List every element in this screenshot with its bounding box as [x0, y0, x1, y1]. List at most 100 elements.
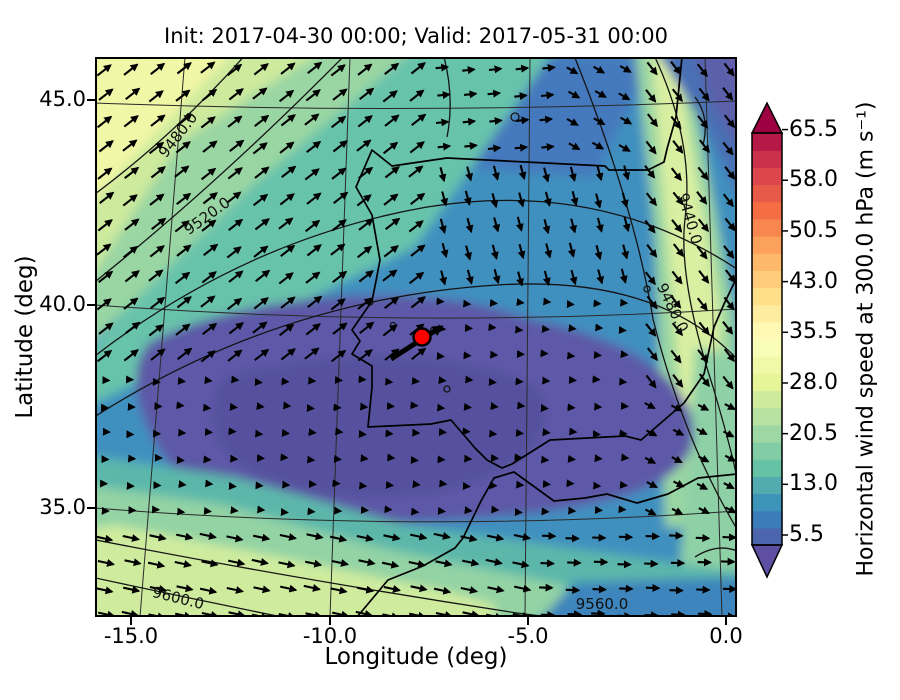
wind-arrow: [570, 190, 579, 207]
wind-arrow: [514, 92, 528, 101]
wind-arrow: [410, 244, 426, 257]
wind-arrow: [696, 245, 708, 260]
wind-arrow: [592, 65, 606, 74]
wind-arrow: [542, 270, 551, 286]
wind-arrow: [359, 87, 375, 101]
y-tick-label: 45.0: [39, 87, 86, 111]
wind-arrow: [251, 558, 269, 566]
colorbar-segment: [752, 253, 782, 271]
wind-arrow: [594, 193, 602, 209]
x-tick-label: 0.0: [709, 624, 743, 648]
wind-arrow: [122, 534, 140, 542]
wind-arrow: [543, 191, 552, 207]
wind-arrow: [461, 558, 480, 567]
wind-arrow: [542, 64, 556, 72]
wind-arrow: [306, 140, 322, 154]
wind-arrow: [332, 322, 348, 335]
wind-arrow: [174, 220, 190, 233]
wind-arrow: [332, 88, 348, 101]
wind-arrow: [307, 61, 323, 75]
wind-arrow: [670, 349, 682, 364]
wind-arrow: [382, 141, 399, 155]
wind-arrow: [698, 455, 710, 463]
wind-arrow: [540, 91, 555, 100]
wind-arrow: [408, 165, 424, 178]
x-axis-label: Longitude (deg): [324, 644, 508, 670]
wind-arrow: [199, 532, 217, 540]
wind-arrow: [438, 167, 447, 183]
wind-arrow: [723, 114, 735, 129]
wind-arrow: [383, 245, 399, 258]
colorbar-segment: [752, 493, 782, 512]
wind-arrow: [382, 269, 398, 282]
wind-arrow: [383, 193, 399, 206]
wind-arrow: [98, 88, 114, 101]
colorbar-extend-under-arrow: [750, 544, 784, 579]
wind-arrow: [98, 270, 114, 284]
wind-arrow: [201, 559, 219, 568]
wind-arrow: [147, 560, 166, 569]
x-tick-label: -5.0: [507, 624, 549, 648]
wind-arrow: [280, 62, 296, 75]
wind-arrow: [121, 610, 139, 617]
wind-arrow: [646, 113, 658, 128]
wind-arrow: [303, 584, 321, 592]
wind-arrow: [253, 63, 269, 76]
wind-arrow: [359, 321, 375, 335]
wind-arrow: [591, 141, 605, 150]
wind-arrow: [723, 481, 735, 490]
wind-arrow: [305, 271, 321, 284]
axes-frame: [95, 57, 737, 617]
wind-arrow: [99, 191, 115, 205]
wind-arrow: [410, 584, 428, 593]
wind-arrow: [330, 115, 347, 129]
wind-arrow: [382, 90, 398, 103]
wind-arrow: [226, 297, 243, 311]
wind-arrow: [698, 87, 710, 102]
wind-arrow: [645, 192, 657, 207]
wind-arrow: [226, 534, 244, 543]
wind-arrow: [148, 141, 165, 155]
wind-arrow: [437, 142, 452, 151]
wind-arrow: [462, 66, 476, 75]
wind-arrow: [670, 61, 682, 75]
wind-arrow: [695, 534, 711, 543]
wind-arrow: [596, 269, 605, 285]
wind-arrow: [202, 88, 218, 102]
wind-arrow: [174, 271, 191, 285]
wind-arrow: [517, 243, 526, 260]
wind-arrow: [619, 584, 634, 593]
wind-arrow: [724, 269, 736, 284]
colorbar-segment: [752, 407, 782, 426]
colorbar-segment: [752, 476, 782, 495]
wind-arrow: [724, 166, 736, 180]
colorbar-tick-label: 50.5: [789, 217, 838, 243]
wind-arrow: [671, 507, 684, 515]
wind-arrow: [439, 270, 447, 286]
wind-arrow: [488, 65, 503, 74]
colorbar-tick-label: 35.5: [789, 319, 838, 345]
wind-arrow: [440, 242, 449, 259]
wind-arrow: [227, 558, 246, 567]
wind-arrow: [490, 244, 499, 260]
wind-arrow: [593, 557, 609, 566]
colorbar-segment: [752, 339, 782, 357]
wind-arrow: [150, 296, 166, 310]
wind-arrow: [465, 269, 474, 285]
wind-arrow: [515, 64, 530, 73]
wind-arrow: [279, 141, 295, 154]
wind-arrow: [433, 532, 451, 540]
wind-arrow: [97, 167, 113, 180]
colorbar-extend-over-arrow: [750, 101, 784, 134]
wind-arrow: [696, 63, 708, 78]
wind-arrow: [723, 296, 735, 311]
wind-arrow: [280, 244, 296, 258]
wind-arrow: [696, 191, 708, 205]
wind-arrow: [176, 62, 192, 75]
wind-arrow: [203, 243, 219, 257]
wind-arrow: [384, 62, 400, 76]
wind-arrow: [568, 142, 581, 151]
wind-arrow: [544, 243, 553, 259]
wind-arrow: [97, 219, 113, 232]
